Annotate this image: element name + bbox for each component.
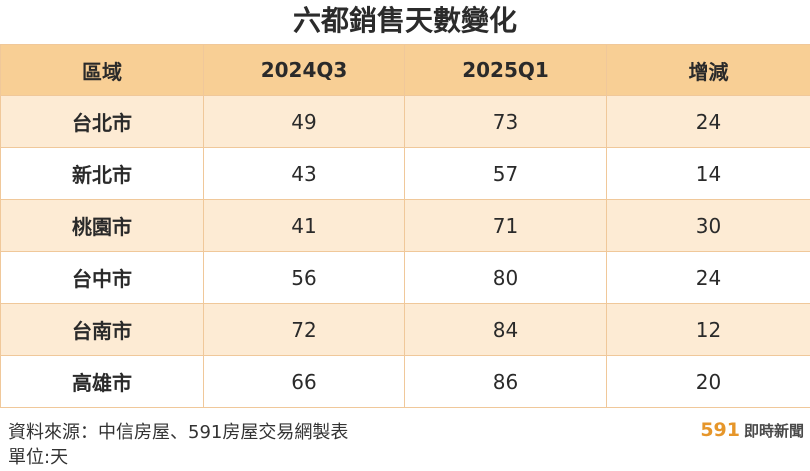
region-cell: 新北市 [0, 147, 204, 200]
value-cell-change: 12 [606, 303, 810, 356]
region-cell: 台中市 [0, 251, 204, 304]
source-note: 資料來源：中信房屋、591房屋交易網製表 [8, 422, 349, 443]
region-cell: 桃園市 [0, 199, 204, 252]
value-cell-2024q3: 66 [203, 355, 405, 408]
value-cell-2025q1: 84 [404, 303, 607, 356]
table-row: 台南市 72 84 12 [0, 303, 810, 356]
table-row: 台中市 56 80 24 [0, 251, 810, 304]
header-row: 區域 2024Q3 2025Q1 增減 [0, 44, 810, 96]
header-cell-2025q1: 2025Q1 [404, 44, 607, 96]
value-cell-2025q1: 80 [404, 251, 607, 304]
table-row: 新北市 43 57 14 [0, 147, 810, 200]
header-cell-2024q3: 2024Q3 [203, 44, 405, 96]
unit-note: 單位:天 [8, 447, 69, 468]
value-cell-change: 14 [606, 147, 810, 200]
region-cell: 高雄市 [0, 355, 204, 408]
logo-text: 即時新聞 [743, 422, 804, 440]
value-cell-change: 24 [606, 251, 810, 304]
value-cell-change: 30 [606, 199, 810, 252]
table-row: 台北市 49 73 24 [0, 95, 810, 148]
value-cell-2025q1: 73 [404, 95, 607, 148]
value-cell-change: 20 [606, 355, 810, 408]
table-row: 高雄市 66 86 20 [0, 355, 810, 408]
value-cell-2024q3: 72 [203, 303, 405, 356]
value-cell-2025q1: 71 [404, 199, 607, 252]
region-cell: 台北市 [0, 95, 204, 148]
value-cell-2024q3: 49 [203, 95, 405, 148]
value-cell-2024q3: 43 [203, 147, 405, 200]
chart-title: 六都銷售天數變化 [292, 4, 517, 37]
value-cell-change: 24 [606, 95, 810, 148]
table-row: 桃園市 41 71 30 [0, 199, 810, 252]
region-cell: 台南市 [0, 303, 204, 356]
value-cell-2025q1: 57 [404, 147, 607, 200]
value-cell-2024q3: 56 [203, 251, 405, 304]
header-cell-region: 區域 [0, 44, 204, 96]
publisher-logo: 591 即時新聞 [700, 419, 804, 445]
header-cell-change: 增減 [606, 44, 810, 96]
logo-number: 591 [700, 419, 740, 441]
value-cell-2025q1: 86 [404, 355, 607, 408]
value-cell-2024q3: 41 [203, 199, 405, 252]
sales-days-table: 區域 2024Q3 2025Q1 增減 台北市 49 73 24 新北市 43 … [0, 44, 810, 408]
